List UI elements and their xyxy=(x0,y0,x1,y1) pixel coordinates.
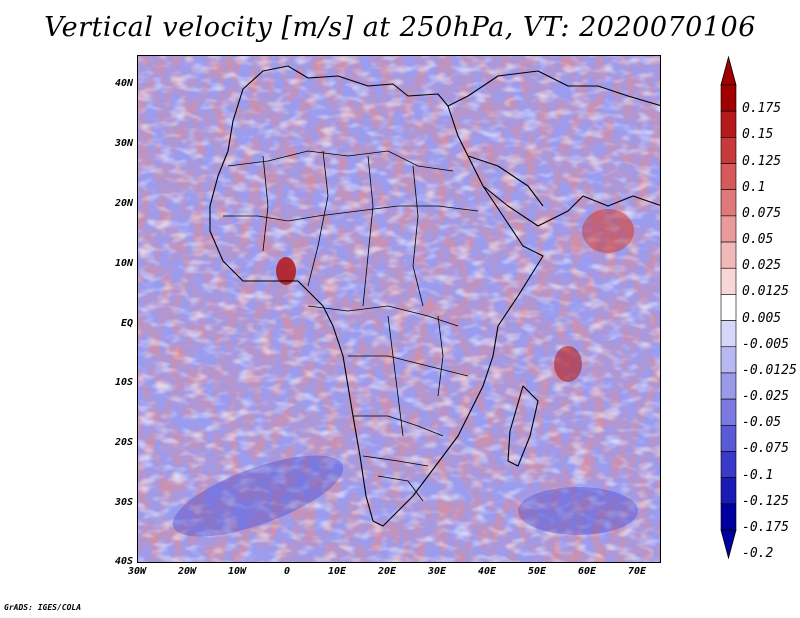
lon-label-20e: 20E xyxy=(377,566,397,577)
colorbar-level-label: -0.025 xyxy=(742,389,789,405)
updraft-indian-ocean xyxy=(554,346,582,382)
colorbar-level-label: -0.175 xyxy=(742,520,789,535)
lon-label-30e: 30E xyxy=(427,566,447,577)
country-borders xyxy=(223,150,479,502)
lat-label-eq: EQ xyxy=(120,318,133,329)
colorbar-boxes xyxy=(720,55,737,560)
colorbar-box-1 xyxy=(720,110,737,138)
lat-label-20s: 20S xyxy=(114,437,133,448)
lon-label-60e: 60E xyxy=(577,566,597,577)
colorbar-level-label: -0.1 xyxy=(742,467,774,483)
colorbar-box-9 xyxy=(720,320,737,348)
colorbar-level-label: 0.15 xyxy=(742,127,774,143)
colorbar-box-14 xyxy=(720,451,737,478)
lon-label-0: 0 xyxy=(283,566,291,577)
lon-label-10w: 10W xyxy=(227,566,247,577)
colorbar-box-15 xyxy=(720,477,737,505)
colorbar-level-label: -0.05 xyxy=(742,415,782,431)
lat-label-10n: 10N xyxy=(114,258,133,269)
colorbar-box-6 xyxy=(720,241,737,269)
colorbar-level-label: 0.0125 xyxy=(742,284,789,300)
colorbar-box-8 xyxy=(720,294,737,321)
colorbar-level-label: -0.125 xyxy=(742,493,789,509)
colorbar-box-4 xyxy=(720,189,737,217)
colorbar-level-label: 0.125 xyxy=(742,153,782,169)
colorbar-box-16 xyxy=(720,503,737,531)
colorbar-level-label: -0.2 xyxy=(742,546,774,562)
velocity-map xyxy=(138,56,660,562)
downdraft-south-indian xyxy=(518,487,638,535)
coastlines xyxy=(209,65,660,527)
lon-label-30w: 30W xyxy=(127,566,147,577)
colorbar-level-label: 0.05 xyxy=(742,232,774,248)
lon-label-50e: 50E xyxy=(527,566,547,577)
colorbar-level-label: 0.025 xyxy=(742,258,782,274)
lon-label-20w: 20W xyxy=(177,566,197,577)
lat-label-40n: 40N xyxy=(114,78,133,89)
colorbar-level-label: -0.0125 xyxy=(742,362,797,378)
colorbar-box-5 xyxy=(720,215,737,243)
lon-label-70e: 70E xyxy=(627,566,647,577)
chart-title: Vertical velocity [m/s] at 250hPa, VT: 2… xyxy=(44,12,756,43)
colorbar-level-label: 0.005 xyxy=(742,310,782,326)
colorbar-level-label: 0.075 xyxy=(742,205,782,221)
colorbar-box-13 xyxy=(720,424,737,452)
colorbar-top-arrow xyxy=(720,55,737,86)
colorbar-level-label: 0.1 xyxy=(742,179,766,195)
lat-label-40s: 40S xyxy=(114,556,133,567)
lon-label-40e: 40E xyxy=(477,566,497,577)
colorbar-level-label: -0.005 xyxy=(742,336,789,352)
updraft-arabian-sea xyxy=(582,209,634,253)
colorbar-level-label: -0.075 xyxy=(742,441,789,457)
map-panel xyxy=(137,55,661,563)
colorbar-box-10 xyxy=(720,346,737,374)
colorbar-bottom-arrow xyxy=(720,529,737,560)
colorbar-box-0 xyxy=(720,84,737,112)
credit-text: GrADS: IGES/COLA xyxy=(4,603,82,612)
lat-label-30n: 30N xyxy=(114,138,133,149)
lat-label-30s: 30S xyxy=(114,497,133,508)
colorbar-box-7 xyxy=(720,267,737,295)
downdraft-south-atlantic xyxy=(172,455,344,537)
colorbar-box-3 xyxy=(720,163,737,191)
colorbar-box-2 xyxy=(720,137,737,164)
strong-updraft-west-africa xyxy=(276,257,296,285)
lat-label-20n: 20N xyxy=(114,198,133,209)
colorbar-box-11 xyxy=(720,372,737,400)
colorbar-box-12 xyxy=(720,398,737,426)
colorbar-level-label: 0.175 xyxy=(742,101,782,117)
lat-label-10s: 10S xyxy=(114,377,133,388)
lon-label-10e: 10E xyxy=(327,566,347,577)
colorbar xyxy=(720,55,737,560)
